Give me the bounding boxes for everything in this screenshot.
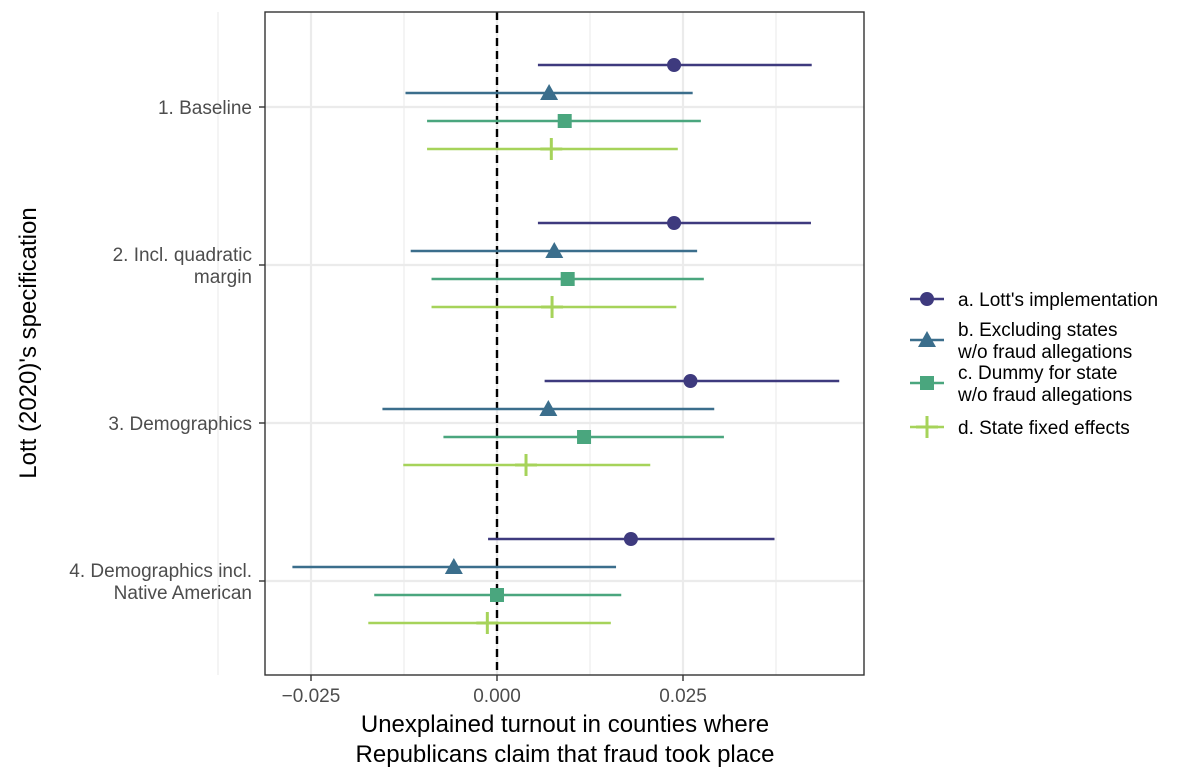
y-axis-title: Lott (2020)'s specification [15,207,42,478]
x-tick-label-0: −0.025 [282,686,341,707]
point-d-2 [541,296,564,318]
point-d-4 [476,612,499,634]
plot-panel-border [264,11,865,676]
legend-label-c-2: w/o fraud allegations [957,385,1132,406]
point-c-3 [577,430,592,444]
x-axis: −0.025 0.000 0.025 [282,675,707,707]
point-c-2 [560,272,575,286]
series-c [374,114,724,602]
y-tick-label-1-1: 1. Baseline [158,98,252,119]
series-a [488,58,840,546]
data-marks [292,58,840,634]
legend-item-a: a. Lott's implementation [910,290,1158,311]
point-c-4 [490,588,504,602]
legend-label-b-1: b. Excluding states [958,320,1117,341]
legend-label-b-2: w/o fraud allegations [957,342,1132,363]
y-tick-label-4-1: 4. Demographics incl. [69,561,252,582]
point-c-1 [557,114,572,128]
legend-item-d: d. State fixed effects [910,416,1130,439]
x-tick-label-2: 0.025 [659,686,707,707]
point-b-2 [545,242,564,258]
legend-label-c-1: c. Dummy for state [958,363,1117,384]
point-a-2 [667,216,682,230]
legend-marker-c [920,376,934,390]
y-tick-label-2-1: 2. Incl. quadratic [113,245,252,266]
point-a-1 [667,58,682,72]
point-a-3 [683,374,698,388]
axis-titles: Unexplained turnout in counties where Rep… [15,207,774,768]
x-axis-title-line-2: Republicans claim that fraud took place [356,741,775,768]
point-d-3 [515,454,538,476]
gridlines [217,12,864,675]
point-b-1 [540,84,559,100]
point-b-4 [444,558,463,574]
legend-marker-d [916,416,938,438]
legend: a. Lott's implementation b. Excluding sta… [910,290,1158,439]
legend-marker-a [920,292,934,306]
series-d [368,138,678,634]
x-axis-title-line-1: Unexplained turnout in counties where [361,711,769,738]
y-tick-label-4-2: Native American [114,583,252,604]
legend-label-d-1: d. State fixed effects [958,418,1130,439]
legend-label-a-1: a. Lott's implementation [958,290,1158,311]
series-b [292,84,715,574]
point-b-3 [539,400,558,416]
y-tick-label-3-1: 3. Demographics [108,414,252,435]
legend-marker-b [918,331,936,347]
point-d-1 [540,138,563,160]
point-a-4 [623,532,638,546]
x-tick-label-1: 0.000 [473,686,521,707]
y-tick-label-2-2: margin [194,267,252,288]
